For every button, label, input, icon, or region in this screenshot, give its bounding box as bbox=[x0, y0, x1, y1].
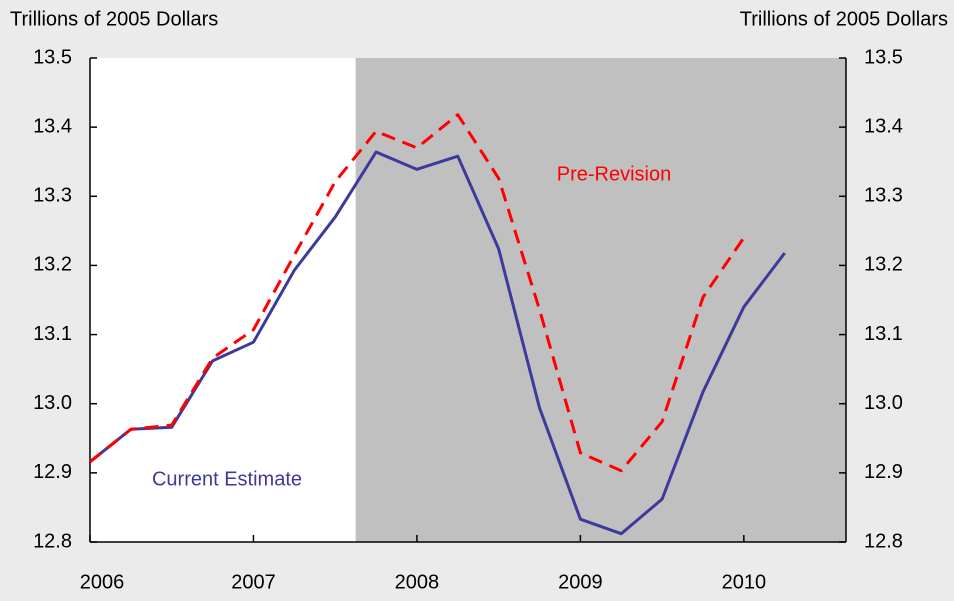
y-tick-label: 13.3 bbox=[33, 185, 72, 207]
y-tick-label: 12.9 bbox=[33, 461, 72, 483]
recession-shade bbox=[355, 58, 846, 542]
y2-tick-label: 12.9 bbox=[864, 461, 903, 483]
x-tick-label: 2008 bbox=[395, 571, 440, 593]
x-tick-label: 2006 bbox=[80, 571, 125, 593]
y2-tick-label: 13.1 bbox=[864, 323, 903, 345]
y2-tick-label: 13.4 bbox=[864, 115, 903, 137]
y2-tick-label: 13.5 bbox=[864, 46, 903, 68]
y-axis-title: Trillions of 2005 Dollars bbox=[10, 8, 218, 30]
y2-tick-label: 13.3 bbox=[864, 185, 903, 207]
y-tick-label: 13.4 bbox=[33, 115, 72, 137]
y-tick-label: 13.1 bbox=[33, 323, 72, 345]
y-tick-label: 13.0 bbox=[33, 392, 72, 414]
y-tick-label: 13.2 bbox=[33, 254, 72, 276]
series-label: Pre-Revision bbox=[557, 163, 671, 185]
y2-tick-label: 13.0 bbox=[864, 392, 903, 414]
y-tick-label: 12.8 bbox=[33, 530, 72, 552]
y2-axis-title: Trillions of 2005 Dollars bbox=[740, 8, 948, 30]
series-label: Current Estimate bbox=[152, 468, 302, 490]
y2-tick-label: 13.2 bbox=[864, 254, 903, 276]
x-tick-label: 2007 bbox=[231, 571, 276, 593]
x-tick-label: 2010 bbox=[722, 571, 767, 593]
series-line bbox=[89, 113, 746, 473]
x-tick-label: 2009 bbox=[558, 571, 603, 593]
y2-tick-label: 12.8 bbox=[864, 530, 903, 552]
y-tick-label: 13.5 bbox=[33, 46, 72, 68]
